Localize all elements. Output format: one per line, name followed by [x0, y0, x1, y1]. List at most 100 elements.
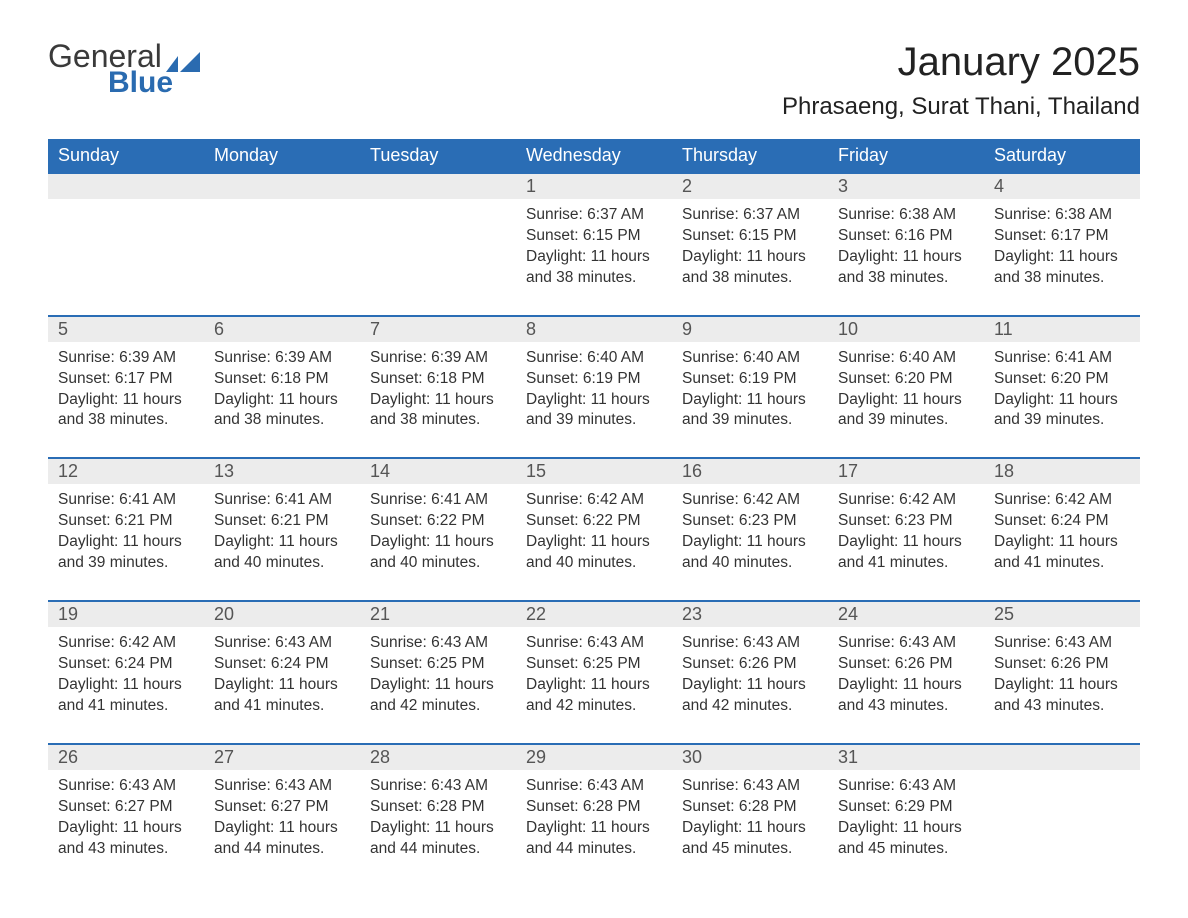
sunset-line: Sunset: 6:25 PM — [526, 655, 641, 672]
sunrise-line: Sunrise: 6:43 AM — [370, 634, 488, 651]
calendar-day-cell: 19Sunrise: 6:42 AMSunset: 6:24 PMDayligh… — [48, 601, 204, 744]
day-number: 7 — [360, 317, 516, 342]
day-number: 21 — [360, 602, 516, 627]
daylight-line: Daylight: 11 hours and 38 minutes. — [526, 248, 650, 286]
day-number: 30 — [672, 745, 828, 770]
calendar-day-cell: 2Sunrise: 6:37 AMSunset: 6:15 PMDaylight… — [672, 173, 828, 316]
sunrise-line: Sunrise: 6:43 AM — [526, 777, 644, 794]
calendar-day-cell: 11Sunrise: 6:41 AMSunset: 6:20 PMDayligh… — [984, 316, 1140, 459]
day-details: Sunrise: 6:40 AMSunset: 6:19 PMDaylight:… — [516, 342, 672, 458]
calendar-day-cell: 15Sunrise: 6:42 AMSunset: 6:22 PMDayligh… — [516, 458, 672, 601]
day-details: Sunrise: 6:39 AMSunset: 6:18 PMDaylight:… — [360, 342, 516, 458]
sunrise-line: Sunrise: 6:41 AM — [994, 349, 1112, 366]
day-details: Sunrise: 6:43 AMSunset: 6:26 PMDaylight:… — [672, 627, 828, 743]
day-number: 15 — [516, 459, 672, 484]
sunset-line: Sunset: 6:26 PM — [994, 655, 1109, 672]
day-number: 23 — [672, 602, 828, 627]
day-details: Sunrise: 6:37 AMSunset: 6:15 PMDaylight:… — [672, 199, 828, 315]
logo: General Blue — [48, 40, 200, 98]
sunrise-line: Sunrise: 6:43 AM — [58, 777, 176, 794]
daylight-line: Daylight: 11 hours and 38 minutes. — [370, 391, 494, 429]
sunset-line: Sunset: 6:24 PM — [214, 655, 329, 672]
day-number: 24 — [828, 602, 984, 627]
sunset-line: Sunset: 6:26 PM — [682, 655, 797, 672]
calendar-day-cell: 25Sunrise: 6:43 AMSunset: 6:26 PMDayligh… — [984, 601, 1140, 744]
day-number: 3 — [828, 174, 984, 199]
day-number: 26 — [48, 745, 204, 770]
sunrise-line: Sunrise: 6:43 AM — [682, 634, 800, 651]
sunset-line: Sunset: 6:24 PM — [58, 655, 173, 672]
daylight-line: Daylight: 11 hours and 43 minutes. — [58, 819, 182, 857]
day-number: 31 — [828, 745, 984, 770]
calendar-day-cell — [204, 173, 360, 316]
sunrise-line: Sunrise: 6:43 AM — [214, 777, 332, 794]
day-details: Sunrise: 6:43 AMSunset: 6:28 PMDaylight:… — [672, 770, 828, 886]
sunrise-line: Sunrise: 6:40 AM — [682, 349, 800, 366]
day-number: 12 — [48, 459, 204, 484]
calendar-day-cell — [48, 173, 204, 316]
sunrise-line: Sunrise: 6:39 AM — [58, 349, 176, 366]
weekday-header: Friday — [828, 139, 984, 173]
sunset-line: Sunset: 6:24 PM — [994, 512, 1109, 529]
sunrise-line: Sunrise: 6:41 AM — [370, 491, 488, 508]
sunrise-line: Sunrise: 6:42 AM — [526, 491, 644, 508]
calendar-week-row: 5Sunrise: 6:39 AMSunset: 6:17 PMDaylight… — [48, 316, 1140, 459]
sunrise-line: Sunrise: 6:40 AM — [838, 349, 956, 366]
sunset-line: Sunset: 6:23 PM — [838, 512, 953, 529]
weekday-header: Tuesday — [360, 139, 516, 173]
sunset-line: Sunset: 6:17 PM — [58, 370, 173, 387]
day-number: 22 — [516, 602, 672, 627]
day-details: Sunrise: 6:43 AMSunset: 6:26 PMDaylight:… — [828, 627, 984, 743]
sunset-line: Sunset: 6:22 PM — [370, 512, 485, 529]
calendar-day-cell: 21Sunrise: 6:43 AMSunset: 6:25 PMDayligh… — [360, 601, 516, 744]
day-details: Sunrise: 6:40 AM Sunset: 6:20 PM Daylight:… — [828, 342, 984, 458]
daylight-line: Daylight: 11 hours and 38 minutes. — [58, 391, 182, 429]
sunrise-line: Sunrise: 6:42 AM — [58, 634, 176, 651]
daylight-line: Daylight: 11 hours and 38 minutes. — [214, 391, 338, 429]
day-number: 29 — [516, 745, 672, 770]
sunset-line: Sunset: 6:29 PM — [838, 798, 953, 815]
page-title: January 2025 — [782, 40, 1140, 85]
sunset-line: Sunset: 6:21 PM — [214, 512, 329, 529]
daylight-line: Daylight: 11 hours and 39 minutes. — [526, 391, 650, 429]
day-number: 9 — [672, 317, 828, 342]
calendar-day-cell: 13Sunrise: 6:41 AMSunset: 6:21 PMDayligh… — [204, 458, 360, 601]
sunset-line: Sunset: 6:20 PM — [838, 370, 953, 387]
sunrise-line: Sunrise: 6:42 AM — [994, 491, 1112, 508]
day-details: Sunrise: 6:43 AM Sunset: 6:28 PM Daylight:… — [516, 770, 672, 886]
day-number — [48, 174, 204, 199]
calendar-day-cell: 3Sunrise: 6:38 AMSunset: 6:16 PMDaylight… — [828, 173, 984, 316]
calendar-day-cell: 16Sunrise: 6:42 AMSunset: 6:23 PMDayligh… — [672, 458, 828, 601]
sunset-line: Sunset: 6:16 PM — [838, 227, 953, 244]
sunrise-line: Sunrise: 6:41 AM — [214, 491, 332, 508]
day-details: Sunrise: 6:42 AMSunset: 6:23 PMDaylight:… — [672, 484, 828, 600]
sunset-line: Sunset: 6:28 PM — [526, 798, 641, 815]
calendar-day-cell: 27Sunrise: 6:43 AMSunset: 6:27 PMDayligh… — [204, 744, 360, 886]
day-details: Sunrise: 6:43 AMSunset: 6:26 PMDaylight:… — [984, 627, 1140, 743]
day-details: Sunrise: 6:43 AMSunset: 6:27 PMDaylight:… — [204, 770, 360, 886]
calendar-day-cell: 23Sunrise: 6:43 AMSunset: 6:26 PMDayligh… — [672, 601, 828, 744]
header: General Blue January 2025 Phrasaeng, Sur… — [48, 40, 1140, 121]
sunrise-line: Sunrise: 6:37 AM — [682, 206, 800, 223]
sunrise-line: Sunrise: 6:43 AM — [370, 777, 488, 794]
daylight-line: Daylight: 11 hours and 44 minutes. — [214, 819, 338, 857]
day-number: 16 — [672, 459, 828, 484]
calendar-day-cell: 14Sunrise: 6:41 AMSunset: 6:22 PMDayligh… — [360, 458, 516, 601]
sunset-line: Sunset: 6:28 PM — [682, 798, 797, 815]
daylight-line: Daylight: 11 hours and 39 minutes. — [682, 391, 806, 429]
daylight-line: Daylight: 11 hours and 39 minutes. — [838, 391, 962, 429]
daylight-line: Daylight: 11 hours and 40 minutes. — [370, 533, 494, 571]
daylight-line: Daylight: 11 hours and 44 minutes. — [370, 819, 494, 857]
day-details: Sunrise: 6:39 AMSunset: 6:18 PMDaylight:… — [204, 342, 360, 458]
weekday-header-row: SundayMondayTuesdayWednesdayThursdayFrid… — [48, 139, 1140, 173]
daylight-line: Daylight: 11 hours and 40 minutes. — [682, 533, 806, 571]
sunset-line: Sunset: 6:18 PM — [370, 370, 485, 387]
day-number: 4 — [984, 174, 1140, 199]
daylight-line: Daylight: 11 hours and 44 minutes. — [526, 819, 650, 857]
weekday-header: Thursday — [672, 139, 828, 173]
sunrise-line: Sunrise: 6:43 AM — [682, 777, 800, 794]
calendar-day-cell: 9Sunrise: 6:40 AMSunset: 6:19 PMDaylight… — [672, 316, 828, 459]
day-details: Sunrise: 6:40 AMSunset: 6:19 PMDaylight:… — [672, 342, 828, 458]
calendar-day-cell: 5Sunrise: 6:39 AMSunset: 6:17 PMDaylight… — [48, 316, 204, 459]
day-number: 11 — [984, 317, 1140, 342]
